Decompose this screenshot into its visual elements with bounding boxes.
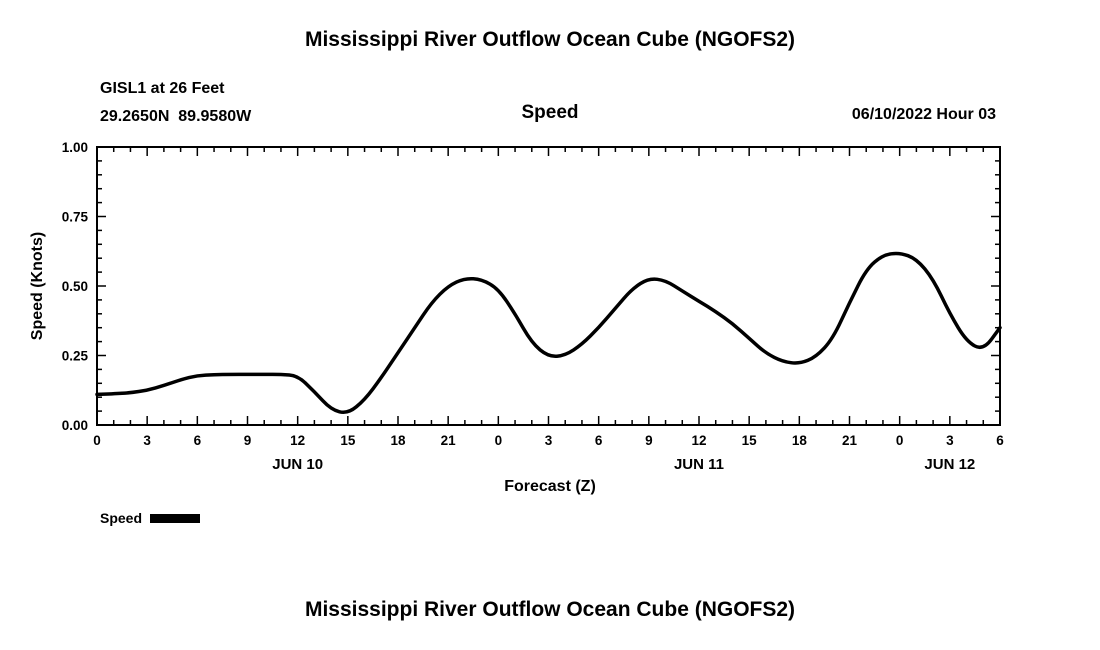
- station-name-label: GISL1 at 26 Feet: [100, 80, 225, 97]
- plot-variable-title: Speed: [521, 102, 579, 123]
- y-axis-label: Speed (Knots): [29, 231, 46, 341]
- x-tick-label: 9: [244, 433, 252, 448]
- plot-frame: [96, 146, 1001, 426]
- y-tick-label: 0.00: [62, 418, 88, 433]
- speed-series-line: [95, 251, 1002, 415]
- x-axis-day-label: JUN 10: [272, 456, 323, 473]
- x-axis-label: Forecast (Z): [504, 478, 596, 495]
- y-tick-label: 1.00: [62, 140, 88, 155]
- x-tick-label: 6: [194, 433, 202, 448]
- x-tick-label: 6: [595, 433, 603, 448]
- x-tick-label: 18: [390, 433, 406, 448]
- second-chart-title: Mississippi River Outflow Ocean Cube (NG…: [304, 598, 796, 621]
- x-tick-label: 18: [792, 433, 808, 448]
- x-axis-day-label: JUN 11: [674, 456, 724, 473]
- x-tick-label: 21: [441, 433, 457, 448]
- y-tick-label: 0.50: [62, 279, 88, 294]
- legend: Speed: [100, 510, 201, 526]
- x-tick-label: 12: [290, 433, 305, 448]
- x-tick-label: 0: [93, 433, 101, 448]
- x-tick-label: 9: [645, 433, 653, 448]
- x-tick-label: 0: [896, 433, 904, 448]
- x-tick-label: 15: [742, 433, 758, 448]
- legend-line-swatch: [150, 513, 201, 523]
- x-tick-label: 12: [691, 433, 706, 448]
- x-tick-label: 6: [996, 433, 1004, 448]
- x-tick-label: 21: [842, 433, 858, 448]
- x-axis-day-label: JUN 12: [924, 456, 975, 473]
- page-title: Mississippi River Outflow Ocean Cube (NG…: [304, 28, 796, 51]
- y-tick-label: 0.25: [62, 349, 89, 364]
- x-tick-label: 3: [545, 433, 553, 448]
- y-tick-label: 0.75: [62, 210, 89, 225]
- legend-label: Speed: [100, 510, 143, 526]
- x-tick-label: 3: [946, 433, 954, 448]
- station-coordinates-label: 29.2650N 89.9580W: [100, 108, 252, 125]
- x-tick-label: 15: [340, 433, 356, 448]
- model-run-timestamp: 06/10/2022 Hour 03: [851, 106, 996, 123]
- x-tick-label: 0: [495, 433, 503, 448]
- x-tick-label: 3: [143, 433, 151, 448]
